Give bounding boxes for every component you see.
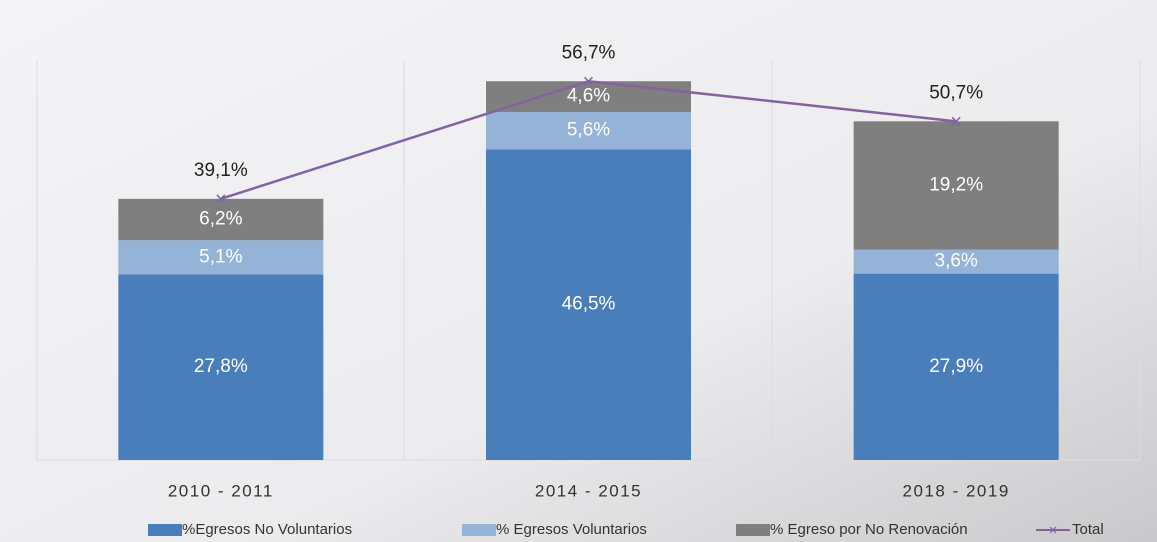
- data-label: 6,2%: [199, 209, 242, 230]
- bar-segment: [853, 273, 1059, 460]
- bar-segment: [853, 249, 1059, 274]
- bar-segment: [486, 149, 691, 460]
- total-marker: [951, 116, 961, 126]
- legend-swatch: [736, 524, 770, 536]
- data-label: 5,6%: [567, 120, 610, 141]
- legend-label: % Egreso por No Renovación: [770, 521, 968, 538]
- bar-segment: [118, 274, 324, 460]
- legend-swatch: [462, 524, 496, 536]
- data-label: 19,2%: [929, 174, 983, 195]
- total-marker: [216, 194, 226, 204]
- legend-swatch: [148, 524, 182, 536]
- total-label: 56,7%: [562, 42, 616, 63]
- x-tick-label: 2014 - 2015: [535, 481, 642, 500]
- bar-segment: [118, 198, 324, 241]
- legend-label: %Egresos No Voluntarios: [182, 521, 352, 538]
- data-label: 3,6%: [935, 251, 978, 272]
- bar-segment: [486, 81, 691, 112]
- legend-label: % Egresos Voluntarios: [496, 521, 647, 538]
- data-label: 46,5%: [562, 294, 616, 315]
- legend-swatch-marker: [1049, 526, 1057, 534]
- x-tick-label: 2010 - 2011: [168, 481, 274, 500]
- data-label: 27,9%: [929, 356, 983, 377]
- bar-segment: [853, 121, 1059, 250]
- bar-segment: [486, 111, 691, 150]
- data-label: 5,1%: [199, 246, 242, 267]
- data-label: 27,8%: [194, 356, 248, 377]
- total-label: 39,1%: [194, 160, 248, 181]
- bar-segment: [118, 240, 324, 275]
- x-tick-label: 2018 - 2019: [903, 481, 1010, 500]
- total-marker: [583, 76, 594, 86]
- total-label: 50,7%: [929, 82, 983, 103]
- legend-label: Total: [1072, 521, 1104, 538]
- data-label: 4,6%: [567, 86, 610, 107]
